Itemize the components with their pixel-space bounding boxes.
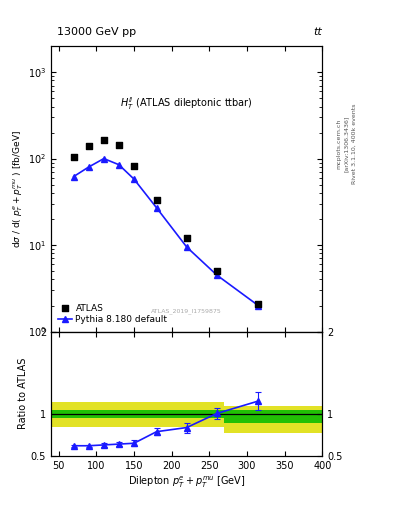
ATLAS <box>101 136 107 144</box>
Bar <box>224 410 322 422</box>
Pythia 8.180 default <box>132 176 136 182</box>
Text: 13000 GeV pp: 13000 GeV pp <box>57 27 136 37</box>
Legend: ATLAS, Pythia 8.180 default: ATLAS, Pythia 8.180 default <box>55 301 170 327</box>
Text: ATLAS_2019_I1759875: ATLAS_2019_I1759875 <box>151 309 222 314</box>
Line: Pythia 8.180 default: Pythia 8.180 default <box>70 155 262 309</box>
Text: $H_T^{ll}$ (ATLAS dileptonic ttbar): $H_T^{ll}$ (ATLAS dileptonic ttbar) <box>120 95 253 112</box>
Text: [arXiv:1306.3436]: [arXiv:1306.3436] <box>344 115 349 172</box>
Pythia 8.180 default <box>116 162 121 168</box>
Text: Rivet 3.1.10, 400k events: Rivet 3.1.10, 400k events <box>352 103 357 184</box>
Text: mcplots.cern.ch: mcplots.cern.ch <box>336 118 341 168</box>
Pythia 8.180 default <box>101 156 106 162</box>
ATLAS <box>131 162 137 170</box>
ATLAS <box>214 267 220 275</box>
Y-axis label: d$\sigma$ / d( $p_T^e + p_T^{mu}$ ) [fb/GeV]: d$\sigma$ / d( $p_T^e + p_T^{mu}$ ) [fb/… <box>11 130 25 248</box>
ATLAS <box>184 234 190 242</box>
ATLAS <box>116 140 122 148</box>
Pythia 8.180 default <box>184 244 189 250</box>
Bar <box>51 402 224 426</box>
Pythia 8.180 default <box>154 205 159 211</box>
ATLAS <box>153 196 160 204</box>
ATLAS <box>86 142 92 150</box>
Bar <box>224 406 322 433</box>
ATLAS <box>255 300 261 308</box>
ATLAS <box>71 153 77 161</box>
Pythia 8.180 default <box>86 164 91 170</box>
X-axis label: Dilepton $p_T^e + p_T^{mu}$ [GeV]: Dilepton $p_T^e + p_T^{mu}$ [GeV] <box>128 475 245 490</box>
Pythia 8.180 default <box>72 174 76 180</box>
Y-axis label: Ratio to ATLAS: Ratio to ATLAS <box>18 358 28 429</box>
Bar <box>51 410 224 418</box>
Text: tt: tt <box>314 27 322 37</box>
Pythia 8.180 default <box>215 272 219 278</box>
Pythia 8.180 default <box>256 303 261 309</box>
